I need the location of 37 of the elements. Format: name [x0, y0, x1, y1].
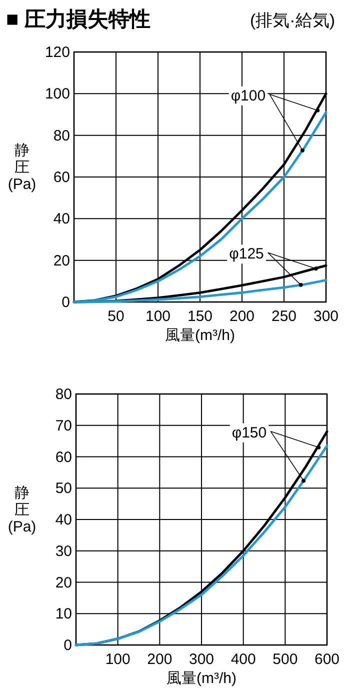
y-tick-label: 50: [55, 480, 72, 498]
x-tick-label: 150: [187, 308, 213, 325]
x-axis-title: 風量(m³/h): [166, 670, 236, 687]
x-tick-label: 250: [271, 308, 297, 325]
y-tick-label: 100: [44, 86, 70, 103]
y-tick-label: 60: [55, 448, 72, 466]
x-tick-label: 50: [108, 308, 124, 325]
y-tick-label: 80: [55, 386, 72, 403]
x-tick-label: 500: [272, 651, 298, 668]
y-axis-title: 静圧(Pa): [8, 484, 36, 536]
x-tick-label: 100: [145, 308, 171, 325]
y-tick-label: 30: [55, 542, 72, 560]
x-tick-label: 300: [188, 651, 214, 668]
annotation: φ125: [229, 246, 264, 263]
x-tick-label: 200: [147, 651, 172, 668]
y-tick-label: 40: [55, 512, 72, 528]
y-tick-label: 20: [53, 252, 70, 270]
y-tick-label: 60: [53, 169, 70, 186]
y-tick-label: 120: [44, 44, 70, 61]
x-tick-label: 600: [314, 651, 340, 668]
x-tick-label: 200: [229, 308, 255, 325]
y-tick-label: 10: [55, 606, 72, 623]
y-tick-label: 80: [53, 127, 70, 144]
x-tick-label: 400: [230, 651, 256, 668]
y-tick-label: 40: [53, 210, 70, 228]
chart-subtitle: (排気·給気): [250, 11, 335, 30]
x-tick-label: 300: [313, 308, 339, 325]
annotation: φ150: [232, 424, 267, 442]
y-axis-title: 静圧(Pa): [8, 142, 36, 193]
y-tick-label: 20: [55, 574, 72, 592]
chart-title: ■ 圧力損失特性: [6, 8, 151, 31]
y-tick-label: 0: [62, 294, 70, 311]
y-tick-label: 70: [55, 417, 72, 434]
x-axis-title: 風量(m³/h): [165, 327, 235, 344]
y-tick-label: 0: [64, 637, 72, 654]
x-tick-label: 100: [105, 651, 130, 668]
annotation: φ100: [230, 87, 266, 104]
